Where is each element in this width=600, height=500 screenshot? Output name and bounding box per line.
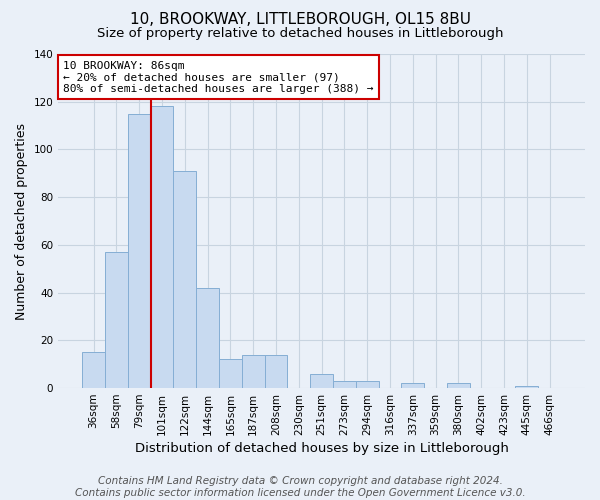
Bar [356,381,379,388]
Bar [515,386,538,388]
X-axis label: Distribution of detached houses by size in Littleborough: Distribution of detached houses by size … [134,442,509,455]
Text: 10 BROOKWAY: 86sqm
← 20% of detached houses are smaller (97)
80% of semi-detache: 10 BROOKWAY: 86sqm ← 20% of detached hou… [64,60,374,94]
Bar [447,384,470,388]
Text: Size of property relative to detached houses in Littleborough: Size of property relative to detached ho… [97,28,503,40]
Bar [401,384,424,388]
Text: 10, BROOKWAY, LITTLEBOROUGH, OL15 8BU: 10, BROOKWAY, LITTLEBOROUGH, OL15 8BU [130,12,470,28]
Bar [333,381,356,388]
Bar [105,252,128,388]
Bar [196,288,219,388]
Bar [265,354,287,388]
Y-axis label: Number of detached properties: Number of detached properties [15,122,28,320]
Text: Contains HM Land Registry data © Crown copyright and database right 2024.
Contai: Contains HM Land Registry data © Crown c… [74,476,526,498]
Bar [219,360,242,388]
Bar [310,374,333,388]
Bar [128,114,151,388]
Bar [151,106,173,388]
Bar [82,352,105,388]
Bar [173,171,196,388]
Bar [242,354,265,388]
